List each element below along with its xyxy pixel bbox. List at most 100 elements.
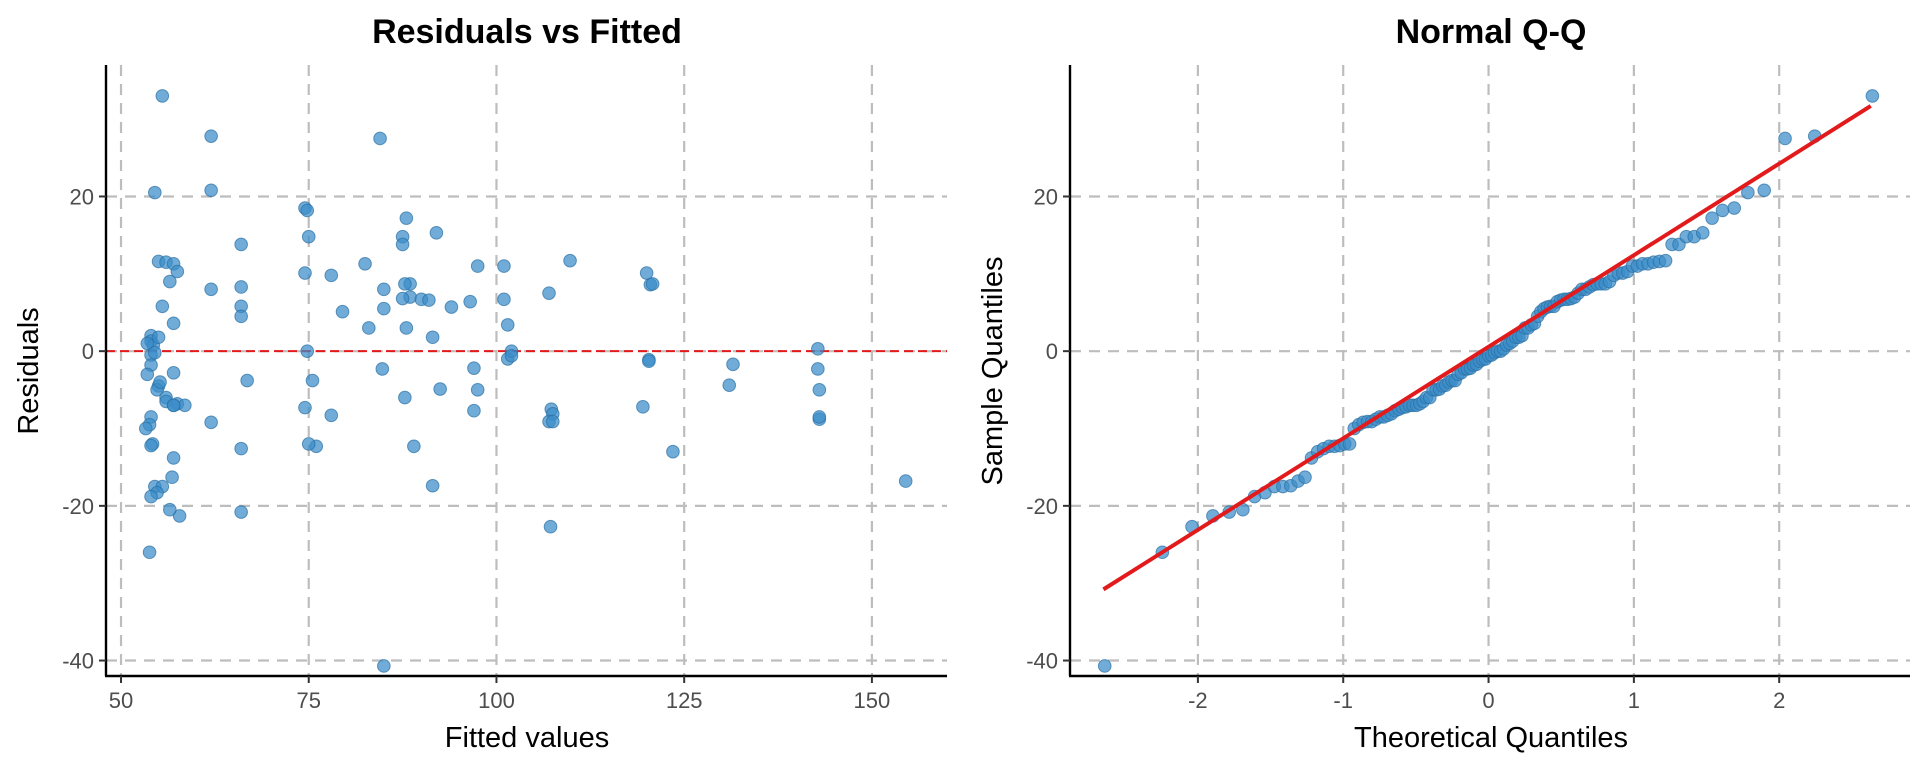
data-point — [1695, 226, 1710, 240]
data-point — [377, 301, 391, 316]
data-point — [467, 403, 481, 418]
data-point — [155, 299, 170, 314]
qq-reference-line — [1102, 104, 1872, 592]
data-point — [666, 444, 680, 459]
data-point — [373, 131, 387, 146]
data-point — [422, 293, 436, 307]
y-axis-title: Residuals — [13, 307, 45, 434]
data-point — [542, 286, 556, 300]
y-axis-title: Sample Quantiles — [977, 257, 1009, 486]
data-point — [324, 268, 339, 283]
data-point — [166, 366, 181, 380]
residuals-vs-fitted-panel: Residuals vs Fitted 50 75 100 125 150 -40 -20 0… — [13, 13, 947, 754]
data-point — [645, 277, 660, 291]
data-point — [1715, 203, 1730, 218]
data-point — [433, 382, 447, 396]
y-tick-label: 0 — [1046, 339, 1058, 364]
data-point — [898, 474, 913, 488]
data-point — [812, 383, 827, 397]
data-point — [301, 229, 316, 244]
data-point — [636, 400, 650, 414]
data-point — [324, 408, 339, 423]
data-point — [178, 398, 192, 413]
data-point — [444, 300, 459, 314]
data-point — [811, 342, 825, 356]
y-tick-label: -40 — [62, 649, 94, 674]
data-point — [142, 545, 157, 560]
data-point — [1097, 659, 1112, 673]
data-point — [144, 438, 158, 453]
data-point — [155, 89, 170, 103]
data-point — [240, 373, 254, 388]
x-tick-label: 1 — [1628, 688, 1640, 713]
data-point — [470, 259, 485, 273]
data-point — [398, 277, 412, 291]
x-tick-label: 75 — [296, 688, 320, 713]
data-point — [463, 294, 477, 309]
x-tick-label: -2 — [1188, 688, 1208, 713]
y-tick-label: 0 — [82, 339, 94, 364]
x-tick-label: 50 — [109, 688, 133, 713]
data-point — [362, 321, 376, 335]
data-point — [166, 316, 181, 331]
data-point — [163, 502, 177, 517]
data-point — [1298, 470, 1312, 485]
data-point — [425, 330, 440, 345]
data-point — [204, 129, 218, 143]
data-point — [726, 357, 740, 372]
data-point — [425, 478, 440, 493]
grid — [1070, 65, 1910, 676]
data-point — [722, 378, 737, 392]
data-point — [148, 185, 162, 200]
chart-title: Residuals vs Fitted — [372, 13, 682, 51]
data-point — [812, 410, 827, 424]
data-point — [298, 400, 312, 415]
data-point — [1865, 89, 1880, 103]
data-point — [1757, 183, 1772, 198]
data-point — [300, 203, 315, 218]
data-point — [153, 375, 167, 389]
ticks: 50 75 100 125 150 -40 -20 0 20 — [62, 184, 890, 713]
data-point — [204, 282, 218, 297]
data-point — [166, 398, 181, 413]
data-point — [504, 349, 519, 363]
x-tick-label: 2 — [1773, 688, 1785, 713]
y-tick-label: -20 — [62, 494, 94, 519]
data-point — [467, 361, 481, 375]
x-tick-label: 100 — [478, 688, 515, 713]
x-tick-label: 150 — [854, 688, 891, 713]
data-point — [1705, 211, 1719, 225]
data-point — [377, 282, 391, 297]
data-point — [148, 345, 162, 360]
y-tick-label: 20 — [1034, 184, 1058, 209]
data-point — [407, 439, 421, 454]
data-point — [234, 309, 248, 324]
chart-title: Normal Q-Q — [1396, 13, 1587, 51]
data-point — [395, 291, 410, 306]
data-point — [470, 383, 485, 397]
data-point — [395, 237, 410, 252]
data-point — [165, 470, 179, 485]
y-tick-label: -40 — [1026, 649, 1058, 674]
data-point — [563, 253, 577, 268]
data-point — [163, 274, 177, 289]
data-point — [234, 505, 248, 519]
data-point — [1741, 185, 1755, 200]
x-tick-label: 125 — [666, 688, 703, 713]
data-point — [140, 367, 155, 382]
data-point — [151, 330, 166, 345]
data-point — [545, 414, 560, 429]
data-point — [497, 292, 511, 307]
data-point — [375, 362, 390, 376]
data-point — [166, 451, 181, 465]
data-point — [204, 415, 218, 430]
data-point — [1342, 437, 1357, 451]
reference-line-layer — [1102, 104, 1872, 592]
data-point — [170, 264, 185, 279]
data-point — [1658, 253, 1673, 268]
data-point — [138, 421, 153, 436]
data-point — [358, 256, 372, 271]
data-point — [497, 259, 511, 273]
y-tick-label: 20 — [70, 184, 94, 209]
